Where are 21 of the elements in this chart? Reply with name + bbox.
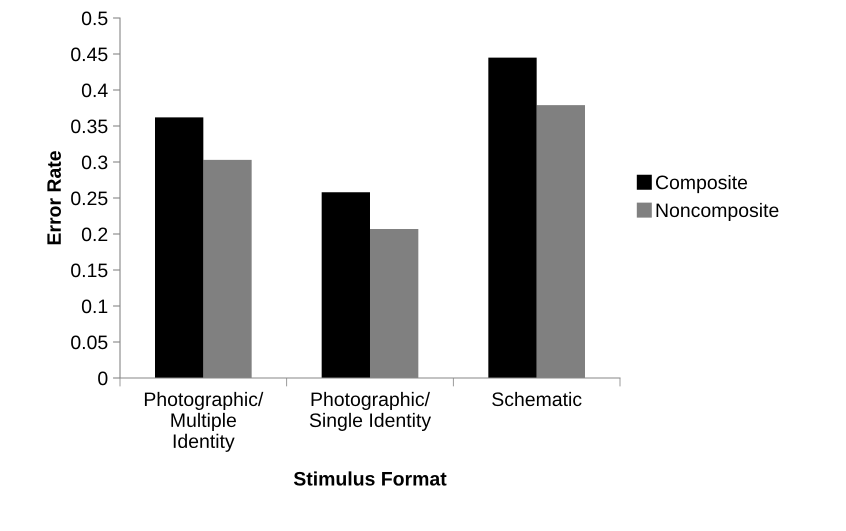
x-axis-title: Stimulus Format [294, 471, 446, 486]
y-tick-label: 0 [98, 371, 108, 386]
y-tick-label: 0.15 [71, 263, 108, 278]
y-tick-label: 0.05 [71, 335, 108, 350]
x-tick-label: Photographic/ Single Identity [310, 392, 432, 431]
bar [322, 192, 370, 378]
y-tick-label: 0.25 [71, 191, 108, 206]
x-tick-label: Photographic/ Multiple Identity [144, 392, 264, 452]
legend-label: Noncomposite [656, 202, 778, 221]
y-tick-label: 0.5 [82, 11, 108, 26]
x-tick-label: Schematic [492, 392, 582, 406]
bar [488, 58, 537, 378]
y-tick-label: 0.3 [82, 155, 108, 170]
y-tick-label: 0.2 [82, 227, 108, 242]
bar [155, 117, 204, 378]
y-axis-title: Error Rate [47, 151, 61, 244]
y-tick-label: 0.45 [71, 47, 108, 62]
y-tick-label: 0.1 [82, 299, 108, 314]
y-tick-label: 0.35 [71, 119, 108, 134]
y-tick-label: 0.4 [82, 83, 108, 98]
legend-label: Composite [656, 175, 748, 194]
